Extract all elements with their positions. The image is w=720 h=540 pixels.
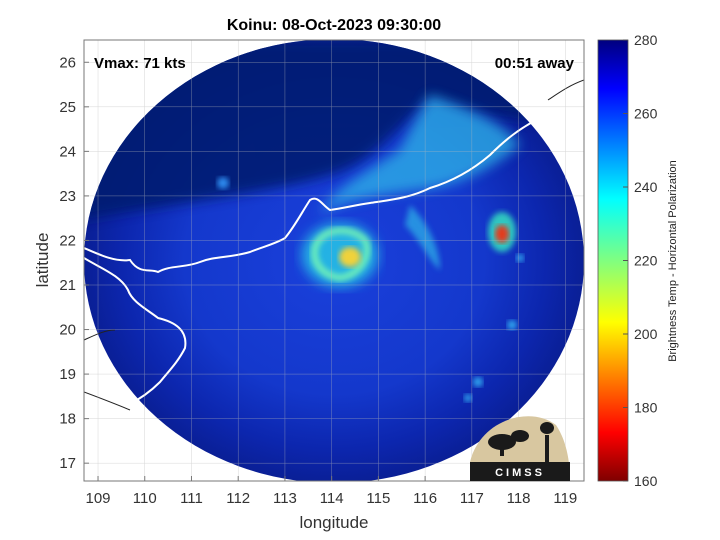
y-tick-label: 23 — [59, 188, 76, 205]
cimss-logo: CIMSS — [470, 416, 570, 481]
y-tick-label: 25 — [59, 99, 76, 116]
coastline-vietnam — [84, 391, 131, 411]
colorbar-tick-label: 260 — [634, 106, 658, 122]
gridlines — [84, 40, 584, 481]
coastline-west — [84, 329, 116, 341]
colorbar-tick-label: 280 — [634, 32, 658, 48]
y-axis-label: latitude — [33, 233, 52, 288]
x-tick-label: 114 — [320, 490, 344, 507]
small-cell — [473, 377, 483, 387]
time-away-label: 00:51 away — [495, 55, 575, 72]
x-tick-label: 118 — [507, 490, 531, 507]
chart-title: Koinu: 08-Oct-2023 09:30:00 — [227, 17, 441, 34]
logo-text: CIMSS — [495, 467, 545, 479]
y-tick-label: 18 — [59, 411, 76, 428]
y-tick-label: 24 — [59, 143, 76, 160]
eyewall — [311, 227, 371, 282]
x-axis-label: longitude — [299, 513, 368, 532]
coastline-mainland — [84, 77, 584, 274]
x-tick-label: 109 — [86, 490, 111, 507]
rainband-north — [320, 95, 520, 215]
vmax-label: Vmax: 71 kts — [94, 55, 186, 72]
colorbar-tick-label: 180 — [634, 400, 658, 416]
y-axis-ticks: 17 18 19 20 21 22 23 24 25 26 — [59, 54, 89, 472]
colorbar-ticks: 280 260 240 220 200 180 160 — [623, 32, 658, 489]
y-tick-label: 21 — [59, 277, 76, 294]
small-cell — [516, 254, 524, 262]
swath-layer — [84, 40, 584, 481]
small-cell — [507, 320, 517, 330]
x-axis-ticks: 109 110 111 112 113 114 115 116 117 118 119 — [86, 476, 577, 507]
x-tick-label: 117 — [460, 490, 484, 507]
y-tick-label: 20 — [59, 322, 76, 339]
small-cell — [464, 394, 472, 402]
x-tick-label: 115 — [366, 490, 390, 507]
convective-cell-core — [495, 225, 509, 243]
colorbar-tick-label: 220 — [634, 253, 658, 269]
y-tick-label: 26 — [59, 54, 76, 71]
tower-icon — [545, 435, 549, 463]
x-tick-label: 111 — [180, 490, 203, 507]
colorbar-label: Brightness Temp - Horizontal Polarizatio… — [667, 160, 679, 362]
small-cell — [217, 177, 229, 189]
y-tick-label: 19 — [59, 366, 76, 383]
x-tick-label: 113 — [273, 490, 297, 507]
warm-core — [339, 247, 361, 267]
y-tick-label: 17 — [59, 455, 76, 472]
x-tick-label: 112 — [226, 490, 250, 507]
rainband-trail — [405, 205, 440, 270]
y-tick-label: 22 — [59, 232, 76, 249]
colorbar-tick-label: 240 — [634, 179, 658, 195]
colorbar-tick-label: 160 — [634, 473, 658, 489]
dish-icon — [511, 430, 529, 442]
x-tick-label: 119 — [553, 490, 577, 507]
axes-frame — [83, 39, 585, 482]
coastline-leizhou-hainan — [84, 257, 187, 407]
cold-north-region — [84, 40, 584, 220]
x-tick-label: 110 — [133, 490, 157, 507]
x-tick-label: 116 — [413, 490, 437, 507]
colorbar-tick-label: 200 — [634, 326, 658, 342]
